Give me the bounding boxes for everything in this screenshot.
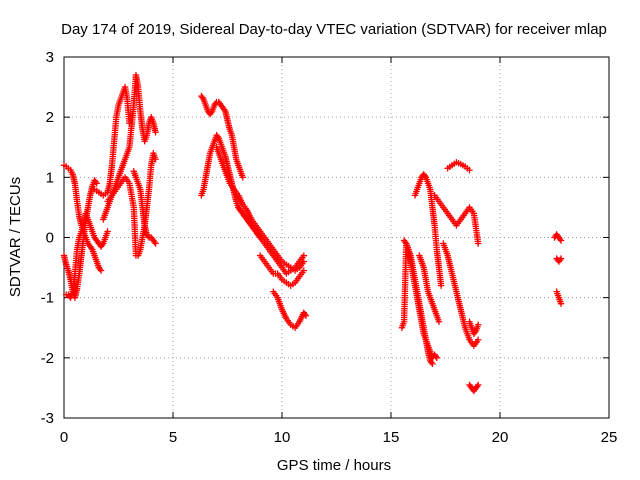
series-10 (235, 204, 307, 277)
y-tick-label: 1 (46, 169, 54, 186)
data-point (475, 240, 482, 247)
data-point (437, 282, 445, 289)
x-tick-label: 20 (492, 429, 509, 446)
y-tick-label: 0 (46, 230, 54, 247)
series-2 (62, 210, 111, 301)
y-tick-label: -3 (41, 410, 54, 427)
data-point (433, 354, 440, 362)
x-tick-label: 10 (274, 429, 291, 446)
data-point (97, 267, 105, 274)
series-6 (130, 168, 159, 247)
data-point (557, 237, 565, 244)
axis-ticks: 0 5 10 15 20 25 -3 -2 -1 0 1 2 3 (41, 49, 618, 446)
x-tick-label: 5 (169, 429, 177, 446)
series-24 (553, 288, 565, 307)
data-point (557, 300, 565, 307)
data-point (557, 255, 565, 262)
data-point (300, 252, 307, 259)
data-point (300, 267, 307, 274)
series-20 (466, 318, 482, 337)
x-axis-label: GPS time / hours (277, 457, 391, 474)
data-marks (60, 71, 565, 395)
grid-lines (64, 57, 609, 418)
data-point (429, 360, 436, 368)
series-16 (416, 252, 443, 325)
series-14 (400, 237, 440, 362)
series-17 (431, 192, 482, 247)
series-3 (91, 83, 133, 199)
y-tick-label: -2 (41, 350, 54, 367)
series-12 (270, 288, 310, 331)
x-tick-label: 15 (383, 429, 400, 446)
series-22 (551, 231, 565, 244)
data-point (239, 174, 246, 181)
series-19 (440, 240, 482, 349)
x-tick-label: 0 (60, 429, 68, 446)
data-point (435, 318, 443, 325)
y-tick-label: 2 (46, 109, 54, 126)
series-21 (466, 381, 482, 395)
data-point (466, 166, 473, 174)
data-point (152, 129, 159, 136)
y-tick-label: -1 (41, 290, 54, 307)
y-tick-label: 3 (46, 49, 54, 66)
data-point (93, 180, 100, 187)
data-point (152, 156, 159, 163)
data-point (475, 321, 482, 328)
series-23 (553, 255, 565, 265)
data-point (302, 312, 310, 319)
data-point (104, 228, 111, 235)
y-axis-label: SDTVAR / TECUs (7, 177, 24, 297)
data-point (475, 336, 482, 343)
chart-title: Day 174 of 2019, Sidereal Day-to-day VTE… (61, 21, 607, 38)
data-point (152, 240, 159, 247)
series-18 (444, 159, 473, 174)
series-11 (257, 252, 307, 289)
series-7 (198, 92, 246, 181)
x-tick-label: 25 (601, 429, 618, 446)
data-point (475, 381, 482, 389)
series-15 (411, 171, 445, 289)
